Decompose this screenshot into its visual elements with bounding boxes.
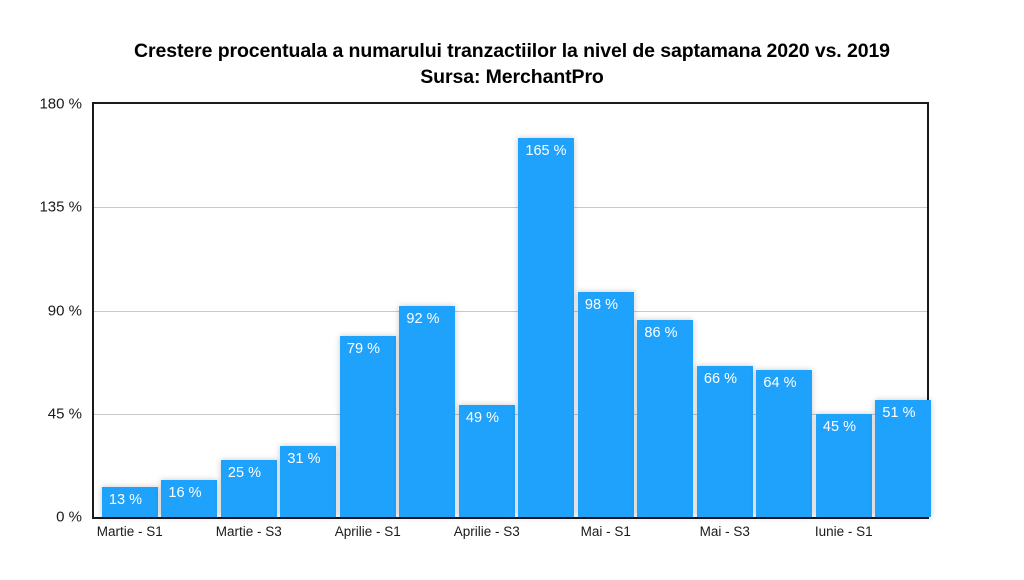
x-axis-tick-label: Iunie - S1 [814,524,873,539]
bar: 79 % [339,335,396,517]
chart-title-block: Crestere procentuala a numarului tranzac… [0,38,1024,90]
y-axis-tick-label: 180 % [39,95,82,113]
bar: 165 % [518,138,575,517]
bar-value-label: 165 % [525,143,567,160]
bar-value-label: 92 % [406,310,440,327]
y-axis-tick-label: 45 % [47,405,82,423]
bar-value-label: 45 % [822,418,856,435]
bar-value-label: 86 % [644,324,678,341]
bar-value-label: 79 % [346,340,380,357]
x-axis-tick-label: Aprilie - S3 [453,524,520,539]
bar-series: 13 % 16 % 25 % 31 % 79 % 92 % 49 % 165 % 98 % 86 … [94,104,932,517]
bar-value-label: 49 % [465,409,499,426]
y-axis-tick-label: 135 % [39,198,82,216]
bar-value-label: 64 % [763,375,797,392]
chart-title: Crestere procentuala a numarului tranzac… [134,40,890,62]
bar-value-label: 31 % [287,450,321,467]
bar: 51 % [875,399,932,517]
gridline [94,310,927,312]
x-axis-tick-label: Mai - S1 [580,524,631,539]
x-axis-tick-label: Martie - S3 [215,524,282,539]
plot-area: 13 % 16 % 25 % 31 % 79 % 92 % 49 % 165 % 98 % 86 … [92,102,932,519]
bar: 25 % [220,459,277,517]
bar-value-label: 25 % [227,464,261,481]
x-axis-tick-label: Martie - S1 [96,524,163,539]
y-axis-tick-label: 0 % [56,508,82,526]
bar-value-label: 13 % [108,492,142,509]
bar-value-label: 66 % [703,370,737,387]
bar: 64 % [756,370,813,517]
bar-value-label: 51 % [882,404,916,421]
bar: 92 % [399,305,456,517]
chart-subtitle: Sursa: MerchantPro [420,66,604,88]
bar: 13 % [101,487,158,517]
bar: 45 % [815,413,872,517]
bar: 16 % [161,480,218,517]
bar: 31 % [280,445,337,517]
bar: 86 % [637,319,694,517]
bar-value-label: 98 % [584,297,618,314]
bar: 49 % [458,404,515,517]
bar-value-label: 16 % [168,485,202,502]
bar: 66 % [696,365,753,517]
x-axis-tick-label: Aprilie - S1 [334,524,401,539]
gridline [94,207,927,209]
y-axis-tick-label: 90 % [47,302,82,319]
x-axis-tick-label: Mai - S3 [699,524,750,539]
bar: 98 % [577,292,634,517]
